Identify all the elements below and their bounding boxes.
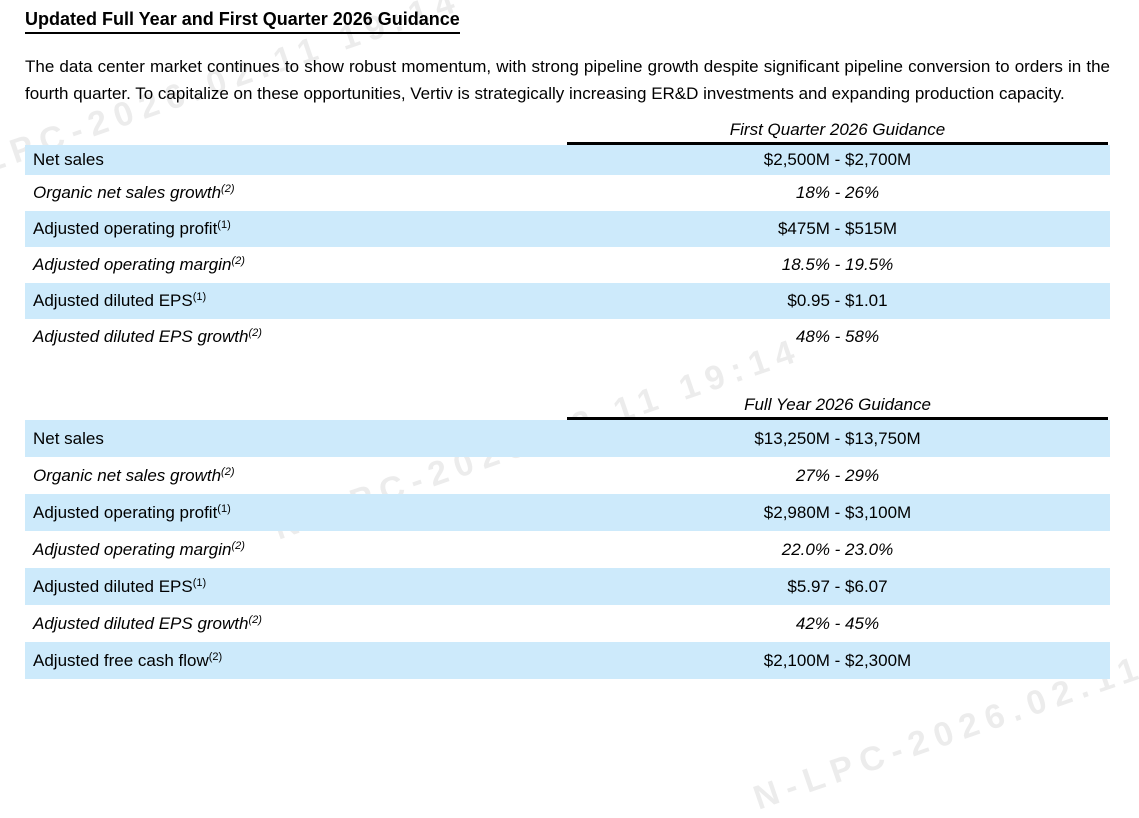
table-row: Organic net sales growth(2) 27% - 29% xyxy=(25,457,1110,494)
row-value: 48% - 58% xyxy=(795,327,880,346)
row-label-footnote: (2) xyxy=(208,650,223,663)
document-body: Updated Full Year and First Quarter 2026… xyxy=(25,9,1110,679)
row-value: $2,100M - $2,300M xyxy=(763,650,912,670)
row-label-text: Organic net sales growth xyxy=(33,465,222,485)
row-value: $0.95 - $1.01 xyxy=(787,291,888,310)
table-row: Adjusted diluted EPS growth(2) 48% - 58% xyxy=(25,319,1110,355)
row-label: Adjusted operating profit(1) xyxy=(25,503,567,523)
row-label-text: Organic net sales growth xyxy=(33,183,222,202)
row-label: Adjusted operating profit(1) xyxy=(25,219,567,239)
row-label: Adjusted free cash flow(2) xyxy=(25,651,567,671)
row-value: $2,500M - $2,700M xyxy=(763,150,912,169)
row-value: 42% - 45% xyxy=(795,613,880,633)
row-value: 18.5% - 19.5% xyxy=(781,255,894,274)
row-label: Net sales xyxy=(25,429,567,449)
row-label: Net sales xyxy=(25,150,567,170)
column-header-fy-guidance: Full Year 2026 Guidance xyxy=(567,395,1108,420)
intro-paragraph: The data center market continues to show… xyxy=(25,57,1110,103)
table-header-row: Full Year 2026 Guidance xyxy=(25,395,1110,420)
row-value: 22.0% - 23.0% xyxy=(781,539,894,559)
row-label-footnote: (1) xyxy=(217,502,231,515)
header-spacer xyxy=(25,120,567,145)
row-label-text: Adjusted diluted EPS growth xyxy=(33,613,249,633)
column-header-q1-guidance: First Quarter 2026 Guidance xyxy=(567,120,1108,145)
row-value: $5.97 - $6.07 xyxy=(787,576,888,596)
row-label-text: Adjusted free cash flow xyxy=(33,650,209,670)
row-label-text: Adjusted operating margin xyxy=(33,255,232,274)
fy-guidance-table: Full Year 2026 Guidance Net sales $13,25… xyxy=(25,395,1110,679)
table-row: Organic net sales growth(2) 18% - 26% xyxy=(25,175,1110,211)
table-row: Adjusted operating margin(2) 18.5% - 19.… xyxy=(25,247,1110,283)
row-label-footnote: (2) xyxy=(231,539,245,552)
row-label-text: Adjusted diluted EPS xyxy=(33,576,193,596)
row-label: Organic net sales growth(2) xyxy=(25,183,567,203)
row-value: 18% - 26% xyxy=(795,183,880,202)
table-row: Adjusted operating profit(1) $2,980M - $… xyxy=(25,494,1110,531)
row-label-footnote: (1) xyxy=(192,576,207,589)
row-label: Adjusted diluted EPS growth(2) xyxy=(25,327,567,347)
row-label-text: Adjusted operating profit xyxy=(33,502,218,522)
row-value: 27% - 29% xyxy=(795,465,880,485)
table-row: Net sales $13,250M - $13,750M xyxy=(25,420,1110,457)
row-value: $475M - $515M xyxy=(777,219,898,238)
q1-guidance-table: First Quarter 2026 Guidance Net sales $2… xyxy=(25,120,1110,355)
row-label-footnote: (1) xyxy=(217,219,231,231)
table-row: Adjusted operating margin(2) 22.0% - 23.… xyxy=(25,531,1110,568)
row-label: Adjusted diluted EPS growth(2) xyxy=(25,614,567,634)
table-row: Adjusted diluted EPS(1) $0.95 - $1.01 xyxy=(25,283,1110,319)
row-label-footnote: (2) xyxy=(231,255,245,267)
row-label-footnote: (1) xyxy=(192,291,207,303)
row-label-text: Adjusted diluted EPS xyxy=(33,291,193,310)
row-label-text: Adjusted operating profit xyxy=(33,219,218,238)
row-label-text: Adjusted diluted EPS growth xyxy=(33,327,249,346)
row-label: Organic net sales growth(2) xyxy=(25,466,567,486)
row-label: Adjusted diluted EPS(1) xyxy=(25,577,567,597)
row-label-footnote: (2) xyxy=(221,183,235,195)
row-label-text: Adjusted operating margin xyxy=(33,539,232,559)
row-label-footnote: (2) xyxy=(248,327,262,339)
table-row: Adjusted diluted EPS growth(2) 42% - 45% xyxy=(25,605,1110,642)
row-label-text: Net sales xyxy=(33,428,104,448)
row-label-footnote: (2) xyxy=(221,465,235,478)
document-title: Updated Full Year and First Quarter 2026… xyxy=(25,9,460,34)
row-label-text: Net sales xyxy=(33,150,104,169)
row-label: Adjusted diluted EPS(1) xyxy=(25,291,567,311)
row-label: Adjusted operating margin(2) xyxy=(25,540,567,560)
row-value: $13,250M - $13,750M xyxy=(754,428,921,448)
row-label-footnote: (2) xyxy=(248,613,262,626)
row-value: $2,980M - $3,100M xyxy=(763,502,912,522)
table-row: Net sales $2,500M - $2,700M xyxy=(25,145,1110,175)
row-label: Adjusted operating margin(2) xyxy=(25,255,567,275)
table-row: Adjusted free cash flow(2) $2,100M - $2,… xyxy=(25,642,1110,679)
table-row: Adjusted operating profit(1) $475M - $51… xyxy=(25,211,1110,247)
table-header-row: First Quarter 2026 Guidance xyxy=(25,120,1110,145)
table-row: Adjusted diluted EPS(1) $5.97 - $6.07 xyxy=(25,568,1110,605)
header-spacer xyxy=(25,395,567,420)
